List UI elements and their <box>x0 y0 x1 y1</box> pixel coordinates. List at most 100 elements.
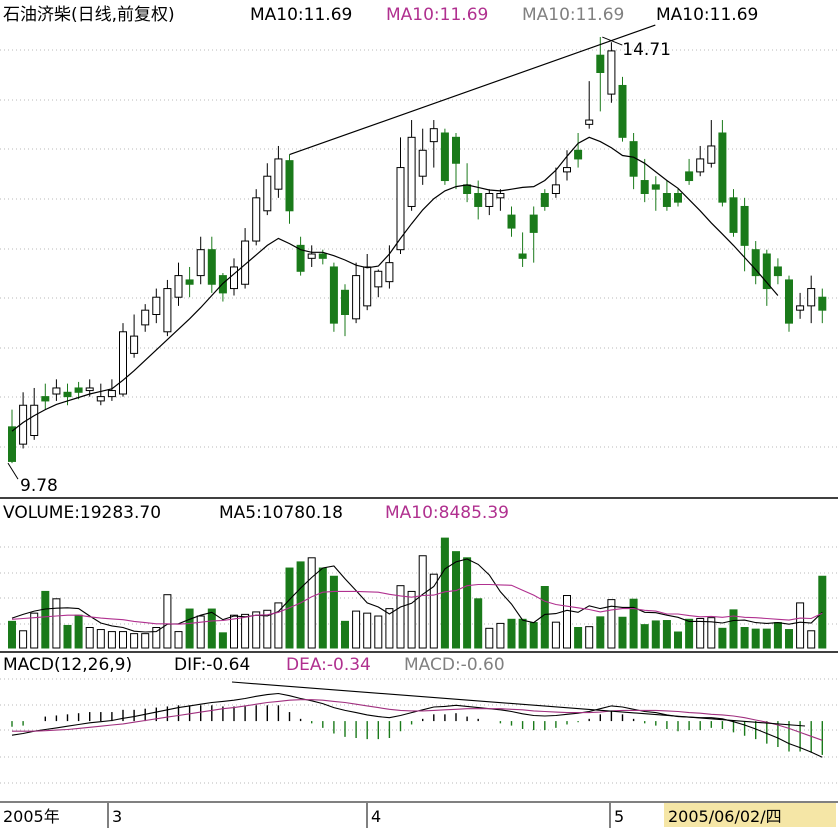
candle-body-down <box>185 279 194 285</box>
candle-body-down <box>318 253 327 259</box>
macd-params-label: MACD(12,26,9) <box>3 655 132 675</box>
candle-body-up <box>485 193 494 207</box>
candle-body-down <box>329 266 338 324</box>
volume-bar-down <box>662 620 671 649</box>
candle-body-down <box>785 279 793 324</box>
candle-body-up <box>396 167 405 251</box>
stock-title: 石油济柴(日线,前复权) <box>3 5 175 25</box>
candle-body-down <box>718 132 727 203</box>
date-label-month-3: 3 <box>112 807 122 826</box>
candle-body-down <box>341 289 349 315</box>
volume-bar-down <box>207 608 216 649</box>
candle-body-down <box>674 193 682 203</box>
candle-body-down <box>518 253 527 259</box>
volume-bar-down <box>318 567 327 649</box>
candle-body-down <box>74 387 83 393</box>
volume-bar-up <box>418 555 427 649</box>
ma10-line <box>11 136 779 432</box>
ma-label-1: MA10:11.69 <box>250 5 352 25</box>
candle-body-down <box>640 180 649 195</box>
candle-body-down <box>507 214 516 229</box>
dif-value-label: DIF:-0.64 <box>174 655 250 675</box>
volume-bar-up <box>85 627 94 649</box>
current-date-highlight <box>664 803 836 827</box>
candle-body-up <box>607 50 616 95</box>
volume-bar-down <box>640 624 649 649</box>
volume-bar-down <box>685 618 694 649</box>
volume-ma5-line <box>11 558 823 633</box>
volume-bar-up <box>707 617 716 649</box>
dea-line <box>12 699 823 741</box>
volume-bar-down <box>629 598 638 649</box>
volume-bar-down <box>529 622 538 649</box>
candle-body-up <box>418 149 427 177</box>
volume-bar-up <box>374 615 383 649</box>
volume-bar-up <box>52 598 61 649</box>
volume-bars <box>8 537 827 649</box>
volume-bar-down <box>762 628 771 649</box>
candle-body-up <box>252 197 261 242</box>
candle-body-up <box>52 387 61 395</box>
candle-body-up <box>407 136 416 207</box>
volume-bar-down <box>63 624 72 649</box>
volume-bar-up <box>396 585 405 649</box>
volume-bar-up <box>429 573 438 649</box>
volume-bar-down <box>329 575 338 649</box>
ma-label-3: MA10:11.69 <box>522 5 624 25</box>
high-price-label: 14.71 <box>622 40 671 60</box>
volume-bar-up <box>807 630 816 649</box>
candle-body-up <box>496 193 505 199</box>
candle-body-up <box>263 175 272 212</box>
volume-bar-up <box>263 609 272 649</box>
volume-bar-up <box>385 608 394 649</box>
volume-bar-down <box>773 622 782 649</box>
macd-value-label: MACD:-0.60 <box>404 655 505 675</box>
candle-body-down <box>529 214 538 233</box>
candle-body-down <box>41 396 50 402</box>
volume-bar-down <box>8 620 16 649</box>
volume-bar-up <box>274 602 283 649</box>
volume-bar-up <box>496 622 505 649</box>
price-candles <box>8 37 827 464</box>
candle-body-down <box>452 136 460 164</box>
date-label-year: 2005年 <box>3 807 60 826</box>
candle-body-down <box>463 184 472 195</box>
candle-body-down <box>296 244 305 272</box>
volume-bar-down <box>718 627 727 649</box>
candle-body-down <box>818 296 827 311</box>
candle-body-up <box>141 309 150 326</box>
volume-bar-down <box>651 620 660 649</box>
candle-body-down <box>651 184 660 190</box>
volume-bar-up <box>485 627 494 649</box>
date-label-month-5: 5 <box>614 807 624 826</box>
volume-bar-down <box>463 557 472 649</box>
candle-body-up <box>274 158 283 190</box>
candle-body-up <box>241 240 250 285</box>
candle-body-up <box>374 270 383 288</box>
volume-bar-up <box>307 557 316 649</box>
candle-body-down <box>762 253 771 290</box>
candle-body-up <box>307 253 316 259</box>
volume-bar-down <box>41 590 50 649</box>
volume-bar-down <box>618 616 627 649</box>
volume-bar-up <box>96 629 105 649</box>
volume-bar-down <box>218 632 227 649</box>
volume-bar-down <box>296 561 305 649</box>
volume-bar-up <box>141 633 150 649</box>
candle-body-down <box>729 197 738 233</box>
candle-body-up <box>352 275 361 320</box>
candle-body-down <box>474 193 483 207</box>
volume-bar-up <box>19 630 28 649</box>
candle-body-up <box>196 249 205 277</box>
volume-bar-up <box>585 626 594 649</box>
volume-bar-down <box>507 618 516 649</box>
volume-bar-up <box>796 602 805 649</box>
volume-bar-up <box>163 594 172 649</box>
candle-body-up <box>174 275 183 298</box>
ma-label-2: MA10:11.69 <box>386 5 488 25</box>
volume-ma10-label: MA10:8485.39 <box>385 503 509 523</box>
volume-bar-down <box>574 627 583 649</box>
volume-bar-up <box>696 617 705 649</box>
candle-body-down <box>618 84 627 138</box>
